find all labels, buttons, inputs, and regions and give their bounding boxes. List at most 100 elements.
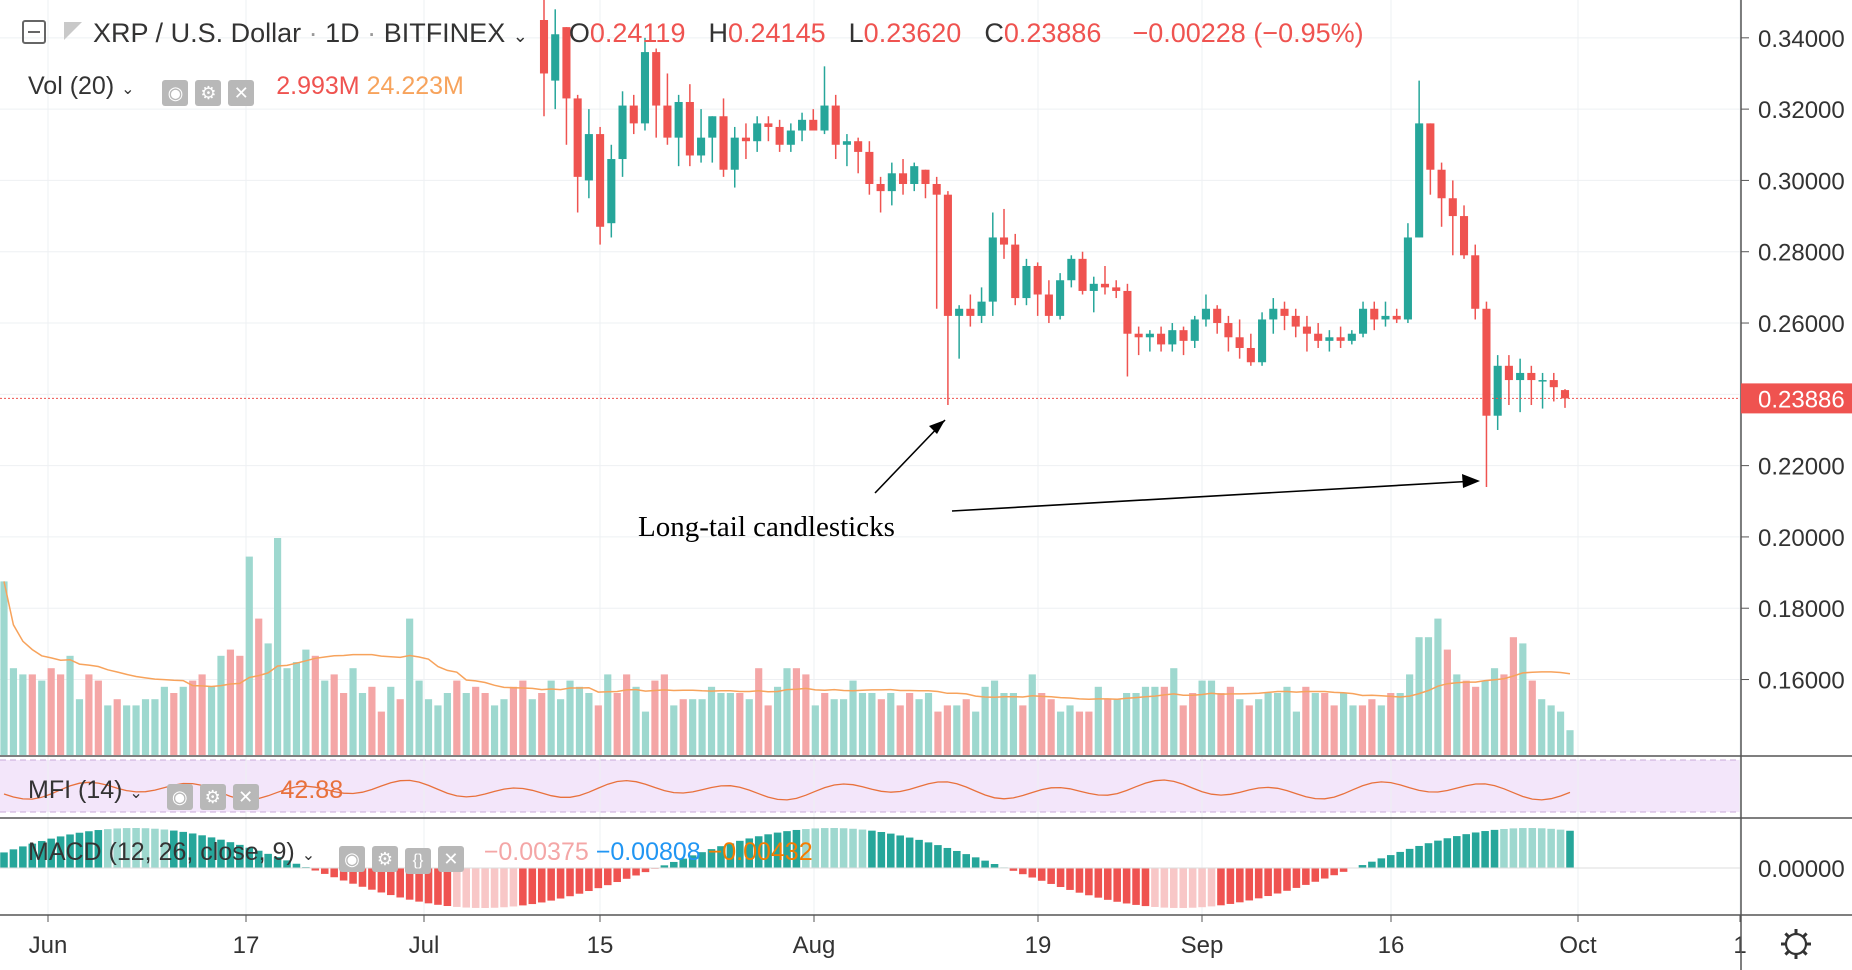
volume-bar[interactable] [340,693,348,755]
macd-histogram-bar[interactable] [1462,834,1471,868]
macd-histogram-bar[interactable] [85,831,93,868]
volume-bar[interactable] [896,705,904,755]
volume-bar[interactable] [38,680,46,755]
macd-histogram-bar[interactable] [254,850,263,868]
macd-histogram-bar[interactable] [28,843,37,868]
candle-body[interactable] [898,173,908,184]
volume-bar[interactable] [632,686,640,755]
macd-histogram-bar[interactable] [1245,868,1254,901]
macd-histogram-bar[interactable] [556,868,565,899]
macd-histogram-bar[interactable] [179,831,188,868]
macd-histogram-bar[interactable] [717,846,725,868]
macd-histogram-bar[interactable] [632,868,640,876]
macd-histogram-bar[interactable] [1537,828,1546,868]
volume-bar[interactable] [821,693,829,755]
macd-histogram-bar[interactable] [660,865,669,868]
candle-body[interactable] [719,116,728,170]
macd-histogram-bar[interactable] [1160,868,1169,908]
candle-body[interactable] [697,137,706,156]
close-icon[interactable]: ✕ [437,846,464,872]
macd-histogram-bar[interactable] [198,835,206,868]
volume-bar[interactable] [302,649,310,755]
macd-histogram-bar[interactable] [905,837,914,868]
macd-histogram-bar[interactable] [9,849,18,868]
volume-bar[interactable] [0,581,8,755]
macd-histogram-bar[interactable] [1236,868,1244,903]
macd-histogram-bar[interactable] [283,860,291,868]
candle-body[interactable] [674,101,683,138]
volume-bar[interactable] [1000,693,1008,755]
volume-bar[interactable] [1123,693,1131,755]
volume-bar[interactable] [689,699,697,755]
candle-body[interactable] [932,183,941,195]
volume-bar[interactable] [802,674,810,755]
macd-histogram-bar[interactable] [462,868,471,908]
volume-bar[interactable] [849,680,857,755]
macd-histogram-bar[interactable] [1122,868,1131,904]
macd-histogram-bar[interactable] [613,868,621,883]
volume-bar[interactable] [830,699,838,755]
macd-histogram-bar[interactable] [0,852,8,868]
candle-body[interactable] [730,137,739,170]
macd-histogram-bar[interactable] [1424,843,1433,868]
volume-bar[interactable] [773,686,782,755]
macd-histogram-bar[interactable] [37,841,46,868]
candle-body[interactable] [999,237,1009,245]
candle-body[interactable] [865,151,874,184]
candle-body[interactable] [1504,365,1513,381]
candle-body[interactable] [1459,216,1469,256]
macd-histogram-bar[interactable] [320,868,329,874]
volume-bar[interactable] [151,699,159,755]
volume-bar[interactable] [594,705,602,755]
candle-body[interactable] [573,98,582,177]
candle-body[interactable] [955,308,964,316]
macd-histogram-bar[interactable] [1009,868,1018,871]
macd-histogram-bar[interactable] [1047,868,1055,884]
macd-histogram-bar[interactable] [830,828,838,868]
gear-icon[interactable]: ⚙ [199,784,226,810]
macd-histogram-bar[interactable] [509,868,518,907]
macd-histogram-bar[interactable] [698,852,706,868]
volume-bar[interactable] [1472,686,1480,755]
volume-bar[interactable] [509,686,518,755]
volume-bar[interactable] [717,693,725,755]
code-icon[interactable]: {} [404,848,431,874]
macd-histogram-bar[interactable] [679,858,688,868]
volume-bar[interactable] [1547,705,1555,755]
macd-histogram-bar[interactable] [1028,868,1037,878]
candle-body[interactable] [1549,380,1558,388]
volume-bar[interactable] [1321,693,1329,755]
candle-body[interactable] [1347,333,1356,341]
volume-bar[interactable] [226,649,234,755]
candle-body[interactable] [1213,308,1222,324]
candle-body[interactable] [1089,283,1098,291]
macd-histogram-bar[interactable] [94,830,103,868]
volume-bar[interactable] [1462,680,1470,755]
volume-bar[interactable] [415,680,423,755]
volume-bar[interactable] [1075,711,1084,755]
macd-histogram-bar[interactable] [1056,868,1065,888]
volume-bar[interactable] [528,699,536,755]
candle-body[interactable] [1056,280,1065,316]
volume-bar[interactable] [57,674,65,755]
volume-bar[interactable] [575,686,584,755]
candle-body[interactable] [1527,372,1536,381]
macd-histogram-bar[interactable] [141,828,150,868]
macd-histogram-bar[interactable] [103,829,112,868]
volume-bar[interactable] [283,668,291,755]
macd-histogram-bar[interactable] [528,868,537,905]
volume-bar[interactable] [1264,693,1272,755]
volume-bar[interactable] [1340,693,1348,755]
volume-bar[interactable] [443,693,451,755]
macd-histogram-bar[interactable] [1179,868,1187,908]
candle-body[interactable] [786,130,795,145]
macd-histogram-bar[interactable] [519,868,527,906]
volume-bar[interactable] [1538,699,1546,755]
volume-bar[interactable] [292,662,301,755]
volume-bar[interactable] [943,705,951,755]
candle-body[interactable] [1516,372,1525,381]
macd-histogram-bar[interactable] [160,829,169,868]
macd-histogram-bar[interactable] [773,832,782,868]
volume-bar[interactable] [264,643,272,755]
macd-histogram-bar[interactable] [226,842,235,868]
